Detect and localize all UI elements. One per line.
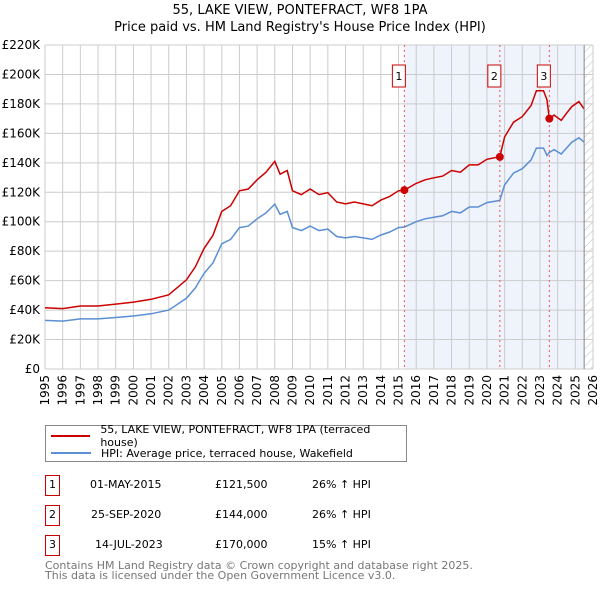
property-price-line xyxy=(44,89,585,310)
y-tick-label: £80K xyxy=(9,244,41,258)
footer-licence: This data is licensed under the Open Gov… xyxy=(45,569,396,582)
legend-swatch-blue xyxy=(51,452,91,454)
sale-label-box xyxy=(391,64,406,88)
x-tick-label: 2011 xyxy=(321,375,335,406)
x-tick-label: 2010 xyxy=(303,375,317,406)
legend: 55, LAKE VIEW, PONTEFRACT, WF8 1PA (terr… xyxy=(45,423,407,462)
x-tick-label: 2019 xyxy=(462,375,476,406)
transaction-row: 2 25-SEP-2020 £144,000 26% ↑ HPI xyxy=(45,505,465,526)
x-tick-label: 2000 xyxy=(126,375,140,406)
x-tick-label: 2016 xyxy=(409,375,423,406)
chart-title: 55, LAKE VIEW, PONTEFRACT, WF8 1PA xyxy=(172,3,428,18)
transaction-price: £170,000 xyxy=(215,538,268,551)
y-tick-label: £40K xyxy=(9,303,41,317)
y-tick-label: £220K xyxy=(2,38,42,52)
transaction-date: 14-JUL-2023 xyxy=(95,538,163,551)
x-tick-label: 2018 xyxy=(445,375,459,406)
x-tick-label: 2008 xyxy=(268,375,282,406)
x-tick-label: 2021 xyxy=(498,375,512,406)
y-tick-label: £0 xyxy=(25,362,40,376)
sale-point xyxy=(545,114,554,123)
transaction-date: 01-MAY-2015 xyxy=(90,478,162,491)
transaction-number: 3 xyxy=(45,535,60,556)
transaction-hpi-diff: 15% ↑ HPI xyxy=(312,538,371,551)
transaction-row: 1 01-MAY-2015 £121,500 26% ↑ HPI xyxy=(45,475,465,496)
x-tick-label: 2014 xyxy=(374,375,388,406)
y-tick-label: £140K xyxy=(2,156,42,170)
y-tick-label: £160K xyxy=(2,126,42,140)
x-tick-label: 2001 xyxy=(144,375,158,406)
footer: Contains HM Land Registry data © Crown c… xyxy=(45,559,473,582)
x-tick-label: 2024 xyxy=(551,375,565,406)
x-tick-label: 1996 xyxy=(56,375,70,406)
y-tick-label: £100K xyxy=(2,215,42,229)
legend-item-property: 55, LAKE VIEW, PONTEFRACT, WF8 1PA (terr… xyxy=(46,423,406,449)
x-tick-label: 1999 xyxy=(109,375,123,406)
sale-label: 3 xyxy=(540,70,547,83)
sale-point xyxy=(495,152,504,161)
legend-label-property: 55, LAKE VIEW, PONTEFRACT, WF8 1PA (terr… xyxy=(100,423,371,449)
footer-copyright: Contains HM Land Registry data © Crown c… xyxy=(45,559,473,572)
price-chart: 1 2 3 1995 1996 1997 1998 1999 2000 2001 2002 2003 2… xyxy=(2,38,600,406)
transaction-price: £144,000 xyxy=(215,508,268,521)
x-tick-label: 2025 xyxy=(568,375,582,406)
x-tick-label: 2012 xyxy=(339,375,353,406)
hatched-future xyxy=(584,45,593,369)
x-tick-label: 2017 xyxy=(427,375,441,406)
y-tick-label: £120K xyxy=(2,185,42,199)
sale-label-box xyxy=(536,64,551,88)
transaction-price: £121,500 xyxy=(215,478,268,491)
x-tick-label: 2023 xyxy=(533,375,547,406)
y-tick-label: £20K xyxy=(9,333,41,347)
transaction-number: 1 xyxy=(45,475,60,496)
transaction-number: 2 xyxy=(45,505,60,526)
x-tick-label: 2004 xyxy=(197,375,211,406)
y-tick-label: £60K xyxy=(9,274,41,288)
x-tick-label: 2013 xyxy=(356,375,370,406)
x-tick-label: 2002 xyxy=(162,375,176,406)
transaction-hpi-diff: 26% ↑ HPI xyxy=(312,478,371,491)
x-tick-label: 2003 xyxy=(179,375,193,406)
x-tick-label: 1997 xyxy=(73,375,87,406)
y-tick-label: £180K xyxy=(2,97,42,111)
x-tick-label: 2006 xyxy=(232,375,246,406)
transaction-hpi-diff: 26% ↑ HPI xyxy=(312,508,371,521)
legend-swatch-red xyxy=(51,435,91,437)
transaction-date: 25-SEP-2020 xyxy=(91,508,162,521)
hpi-line xyxy=(44,136,585,322)
y-tick-label: £200K xyxy=(2,67,42,81)
x-tick-label: 2015 xyxy=(392,375,406,406)
x-tick-label: 1998 xyxy=(91,375,105,406)
x-tick-label: 2007 xyxy=(250,375,264,406)
x-tick-label: 1995 xyxy=(38,375,52,406)
sale-label: 1 xyxy=(395,70,402,83)
legend-label-hpi: HPI: Average price, terraced house, Wake… xyxy=(101,446,353,460)
legend-item-hpi: HPI: Average price, terraced house, Wake… xyxy=(46,445,353,461)
x-tick-label: 2020 xyxy=(480,375,494,406)
sale-label: 2 xyxy=(491,70,498,83)
x-tick-label: 2005 xyxy=(215,375,229,406)
x-tick-label: 2022 xyxy=(515,375,529,406)
x-tick-label: 2026 xyxy=(586,375,600,406)
sale-point xyxy=(400,186,409,195)
sale-label-box xyxy=(487,64,502,88)
transaction-row: 3 14-JUL-2023 £170,000 15% ↑ HPI xyxy=(45,535,465,556)
chart-subtitle: Price paid vs. HM Land Registry's House … xyxy=(114,20,486,35)
x-tick-label: 2009 xyxy=(285,375,299,406)
